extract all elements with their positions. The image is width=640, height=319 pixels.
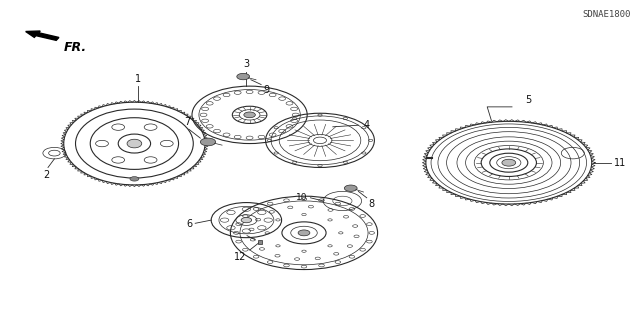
Text: FR.: FR. — [64, 41, 87, 54]
Circle shape — [237, 73, 250, 80]
Text: 1: 1 — [134, 74, 141, 84]
FancyArrow shape — [26, 31, 59, 41]
Text: 7: 7 — [184, 117, 191, 127]
Text: 10: 10 — [296, 193, 307, 202]
Text: 2: 2 — [44, 170, 50, 180]
Text: 8: 8 — [369, 199, 375, 209]
Circle shape — [344, 185, 357, 191]
Circle shape — [200, 138, 216, 146]
Circle shape — [298, 230, 310, 236]
Circle shape — [244, 112, 255, 118]
Text: 4: 4 — [364, 120, 370, 130]
Text: 3: 3 — [243, 59, 250, 69]
Text: 6: 6 — [186, 219, 192, 229]
Text: 9: 9 — [264, 85, 270, 95]
Text: 5: 5 — [525, 95, 531, 105]
Ellipse shape — [127, 139, 142, 148]
Text: 12: 12 — [234, 252, 246, 262]
Circle shape — [502, 159, 516, 166]
Circle shape — [130, 177, 139, 181]
Text: SDNAE1800: SDNAE1800 — [582, 10, 630, 19]
Text: 11: 11 — [614, 158, 627, 168]
Circle shape — [241, 218, 252, 223]
